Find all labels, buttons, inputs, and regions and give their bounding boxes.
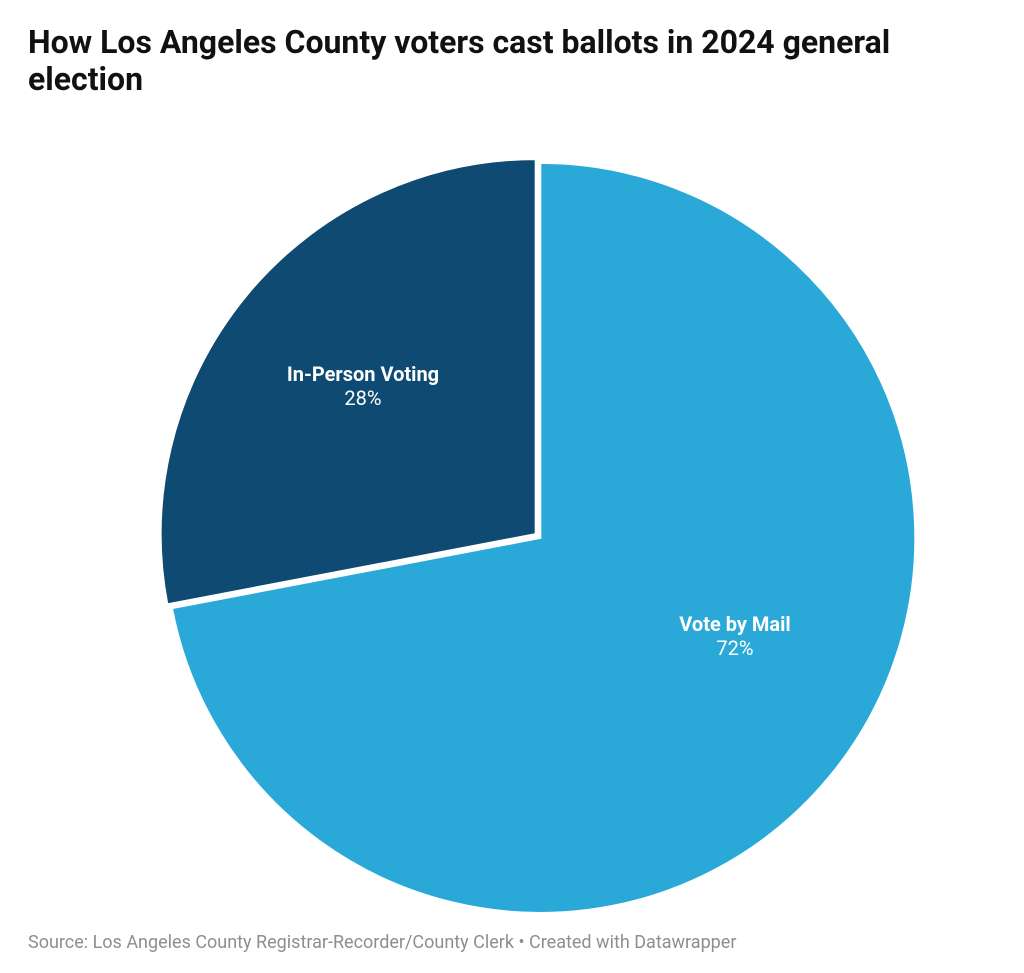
pie-svg [28,106,1024,973]
pie-chart: Vote by Mail 72% In-Person Voting 28% [28,106,996,926]
pie-slice [161,159,536,604]
chart-container: How Los Angeles County voters cast ballo… [0,0,1024,973]
chart-title: How Los Angeles County voters cast ballo… [28,24,996,98]
